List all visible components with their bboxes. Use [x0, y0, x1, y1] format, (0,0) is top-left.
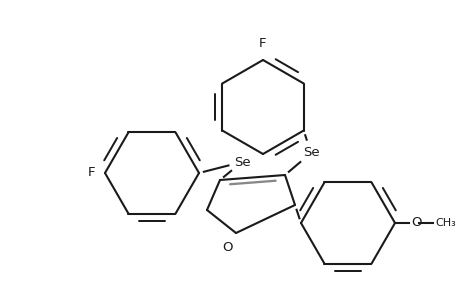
- Text: O: O: [222, 241, 233, 254]
- Text: F: F: [259, 37, 266, 50]
- Text: F: F: [87, 167, 95, 179]
- Text: O: O: [410, 217, 420, 230]
- Text: Se: Se: [233, 155, 250, 169]
- Text: Se: Se: [302, 146, 319, 160]
- Text: CH₃: CH₃: [434, 218, 455, 228]
